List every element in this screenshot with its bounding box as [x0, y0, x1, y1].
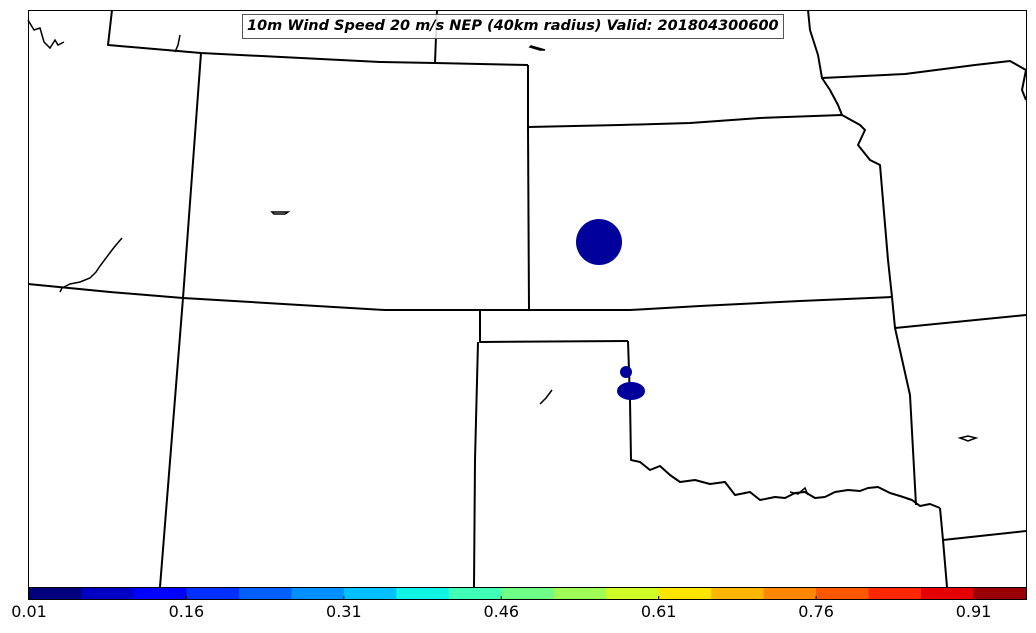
- colorbar-segment: [29, 588, 83, 599]
- colorbar-segment: [606, 588, 660, 599]
- boundary-ar-la: [942, 530, 1027, 541]
- lake-ok-texoma: [789, 486, 809, 496]
- colorbar-segment: [133, 588, 188, 599]
- boundary-north: [107, 9, 529, 66]
- boundary-co-nm: [27, 283, 893, 311]
- boundary-ok-ar: [894, 327, 917, 506]
- lake-nm: [539, 389, 553, 405]
- colorbar-segment: [448, 588, 502, 599]
- colorbar-segment: [921, 588, 975, 599]
- nep-region-texas-south: [617, 382, 645, 400]
- colorbar-segment: [81, 588, 135, 599]
- colorbar-segment: [396, 588, 450, 599]
- boundary-ia-east: [1021, 69, 1027, 101]
- colorbar-segment: [868, 588, 922, 599]
- colorbar-segment: [186, 588, 240, 599]
- colorbar-segment: [553, 588, 607, 599]
- colorbar-tick-label: 0.16: [168, 602, 205, 621]
- lake-sd: [528, 45, 546, 51]
- colorbar-segment: [238, 588, 292, 599]
- colorbar-tick-label: 0.01: [11, 602, 47, 621]
- colorbar-tick-label: 0.91: [955, 602, 992, 621]
- colorbar-segment: [973, 588, 1027, 599]
- nep-region-kansas: [576, 219, 622, 265]
- lake-ar: [957, 435, 979, 442]
- boundary-nm-tx: [473, 341, 479, 588]
- lake-nd-small: [174, 34, 181, 53]
- colorbar-segment: [658, 588, 712, 599]
- colorbar-segment: [711, 588, 765, 599]
- boundary-ia-mo: [821, 60, 1027, 79]
- boundary-co-ks: [527, 65, 530, 311]
- great-salt-lake-shore: [59, 237, 123, 293]
- colorbar-segment: [291, 588, 345, 599]
- coast-northwest: [27, 19, 65, 50]
- boundary-tx-ok-red-river: [627, 340, 941, 509]
- colorbar: [28, 587, 1027, 600]
- probability-regions: [576, 219, 645, 400]
- colorbar-tick-label: 0.31: [326, 602, 362, 621]
- boundary-ne-ks: [527, 114, 893, 298]
- colorbar-segment: [501, 588, 555, 599]
- boundary-ok-panhandle: [479, 310, 629, 343]
- colorbar-tick-label: 0.61: [640, 602, 677, 621]
- colorbar-segment: [343, 588, 397, 599]
- colorbar-segment: [763, 588, 817, 599]
- nep-region-texas-north: [620, 366, 632, 378]
- colorbar-segment: [816, 588, 870, 599]
- colorbar-tick-label: 0.46: [483, 602, 520, 621]
- colorbar-tick-label: 0.76: [798, 602, 834, 621]
- lake-co-reservoir: [270, 211, 291, 215]
- colorbar-frame: [28, 587, 1027, 600]
- water-features: [27, 19, 979, 496]
- map-title: 10m Wind Speed 20 m/s NEP (40km radius) …: [242, 14, 784, 39]
- state-boundaries: [27, 9, 1027, 588]
